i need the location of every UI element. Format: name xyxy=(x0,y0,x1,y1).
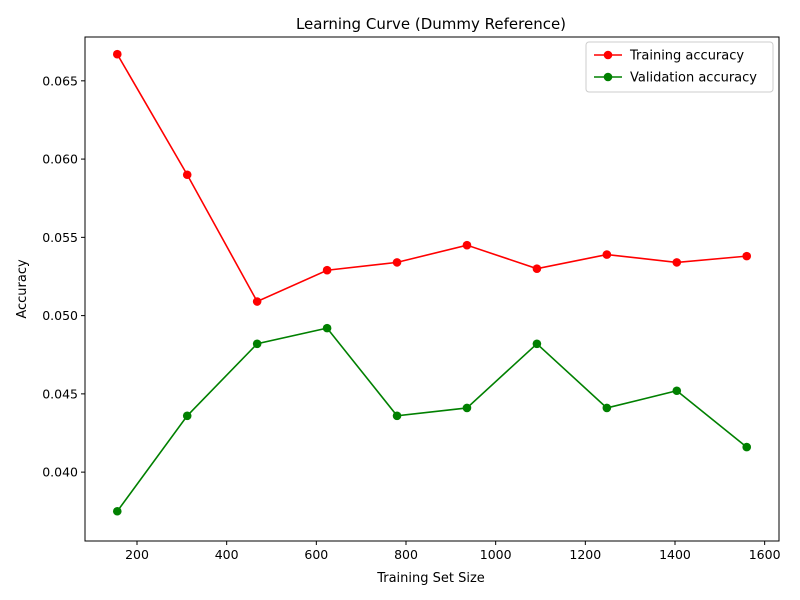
training-accuracy-point xyxy=(532,264,542,273)
y-tick-label: 0.060 xyxy=(42,152,78,167)
x-axis-label: Training Set Size xyxy=(376,571,485,586)
validation-accuracy-point xyxy=(742,442,752,452)
x-tick-label: 1400 xyxy=(659,547,691,562)
training-accuracy-point xyxy=(392,258,402,267)
validation-accuracy-point xyxy=(462,403,472,413)
legend-box xyxy=(585,41,774,93)
y-tick-label: 0.040 xyxy=(42,465,78,480)
plot-area xyxy=(112,49,752,516)
x-axis: 200 400 600 800 1000 1200 1400 1600 xyxy=(125,541,781,562)
y-tick-label: 0.045 xyxy=(42,386,78,401)
chart-title: Learning Curve (Dummy Reference) xyxy=(296,15,566,33)
plot-frame xyxy=(84,36,780,542)
validation-accuracy-point xyxy=(112,506,122,516)
legend: Training accuracy Validation accuracy xyxy=(585,41,774,93)
training-accuracy-line xyxy=(116,53,747,303)
x-tick-label: 1200 xyxy=(569,547,601,562)
legend-training-accuracy-label: Training accuracy xyxy=(629,49,744,64)
training-accuracy-point xyxy=(602,250,612,259)
y-tick-label: 0.050 xyxy=(42,308,78,323)
x-tick-label: 1000 xyxy=(480,547,512,562)
y-axis: 0.040 0.045 0.050 0.055 0.060 0.065 xyxy=(42,73,85,480)
training-accuracy-point xyxy=(112,49,122,59)
validation-accuracy-point xyxy=(602,403,612,413)
legend-validation-accuracy-label: Validation accuracy xyxy=(630,71,757,86)
legend-training-accuracy-marker xyxy=(603,50,613,60)
validation-accuracy-point xyxy=(182,411,192,421)
x-tick-label: 400 xyxy=(215,547,239,562)
training-accuracy-point xyxy=(322,265,332,275)
x-tick-label: 1600 xyxy=(749,547,781,562)
validation-accuracy-point xyxy=(532,339,542,349)
validation-accuracy-point xyxy=(252,339,262,349)
training-accuracy-point xyxy=(182,170,192,180)
x-tick-label: 600 xyxy=(304,547,328,562)
x-tick-label: 800 xyxy=(394,547,418,562)
y-tick-label: 0.055 xyxy=(42,230,78,245)
validation-accuracy-point xyxy=(392,411,402,421)
training-accuracy-point xyxy=(742,251,752,261)
training-accuracy-point xyxy=(672,258,682,267)
legend-validation-accuracy-marker xyxy=(603,72,613,82)
training-accuracy-point xyxy=(462,240,472,250)
validation-accuracy-point xyxy=(672,386,682,396)
training-accuracy-point xyxy=(252,297,262,306)
validation-accuracy-point xyxy=(322,323,332,333)
validation-accuracy-line xyxy=(116,327,748,512)
y-axis-label: Accuracy xyxy=(15,259,30,319)
x-tick-label: 200 xyxy=(125,547,149,562)
y-tick-label: 0.065 xyxy=(42,73,78,88)
